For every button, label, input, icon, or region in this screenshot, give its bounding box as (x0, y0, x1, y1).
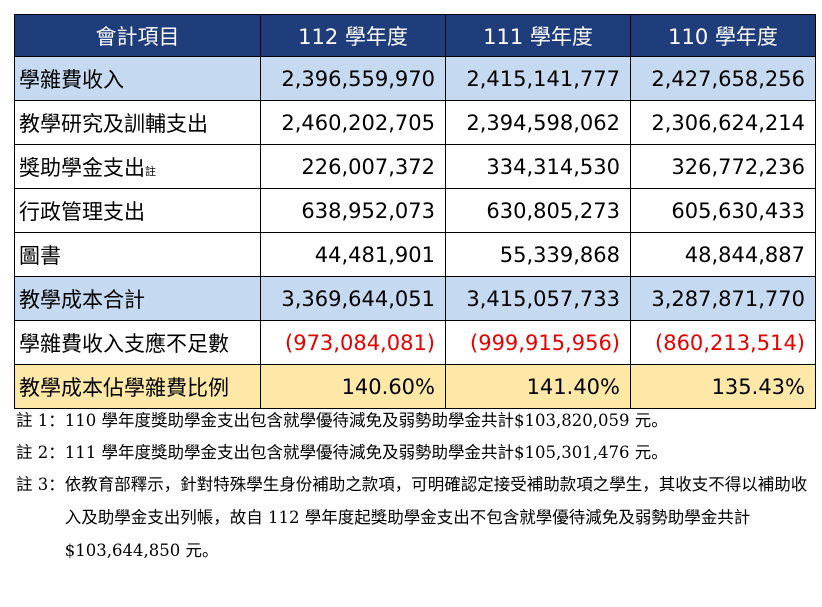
note-tag: 註 1： (16, 411, 65, 430)
row-label: 學雜費收入支應不足數 (14, 320, 261, 365)
note-3: 註 3： 依教育部釋示，針對特殊學生身份補助之款項，可明確認定接受補助款項之學生… (16, 472, 816, 567)
value-111: 141.40% (445, 364, 631, 409)
row-teaching-research: 教學研究及訓輔支出 2,460,202,705 2,394,598,062 2,… (14, 100, 816, 145)
value-110: 2,306,624,214 (630, 100, 816, 145)
value-112: 638,952,073 (260, 188, 446, 233)
header-row: 會計項目 112 學年度 111 學年度 110 學年度 (14, 14, 816, 57)
value-112: (973,084,081) (260, 320, 446, 365)
value-112: 3,369,644,051 (260, 276, 446, 321)
value-111: 630,805,273 (445, 188, 631, 233)
note-text: 110 學年度獎助學金支出包含就學優待減免及弱勢助學金共計$103,820,05… (64, 411, 668, 430)
row-scholarship: 獎助學金支出註 226,007,372 334,314,530 326,772,… (14, 144, 816, 189)
row-tuition-income: 學雜費收入 2,396,559,970 2,415,141,777 2,427,… (14, 56, 816, 101)
value-112: 2,396,559,970 (260, 56, 446, 101)
value-111: 3,415,057,733 (445, 276, 631, 321)
value-112: 44,481,901 (260, 232, 446, 277)
row-label: 行政管理支出 (14, 188, 261, 233)
value-111: 55,339,868 (445, 232, 631, 277)
header-account-item: 會計項目 (14, 14, 261, 57)
row-label-cell: 獎助學金支出註 (14, 144, 261, 189)
note-text: 依教育部釋示，針對特殊學生身份補助之款項，可明確認定接受補助款項之學生，其收支不… (64, 475, 808, 560)
value-110: 326,772,236 (630, 144, 816, 189)
value-110: (860,213,514) (630, 320, 816, 365)
note-marker: 註 (145, 164, 156, 178)
row-label: 教學成本合計 (14, 276, 261, 321)
row-admin: 行政管理支出 638,952,073 630,805,273 605,630,4… (14, 188, 816, 233)
value-110: 3,287,871,770 (630, 276, 816, 321)
value-110: 605,630,433 (630, 188, 816, 233)
value-111: 2,415,141,777 (445, 56, 631, 101)
note-tag: 註 3： (16, 475, 65, 494)
note-tag: 註 2： (16, 443, 65, 462)
row-shortfall: 學雜費收入支應不足數 (973,084,081) (999,915,956) (… (14, 320, 816, 365)
notes-section: 註 1： 110 學年度獎助學金支出包含就學優待減免及弱勢助學金共計$103,8… (16, 408, 816, 573)
value-110: 2,427,658,256 (630, 56, 816, 101)
row-label: 教學研究及訓輔支出 (14, 100, 261, 145)
note-2: 註 2： 111 學年度獎助學金支出包含就學優待減免及弱勢助學金共計$105,3… (16, 440, 816, 466)
value-110: 48,844,887 (630, 232, 816, 277)
value-110: 135.43% (630, 364, 816, 409)
row-label: 獎助學金支出 (19, 155, 145, 180)
header-year-112: 112 學年度 (260, 14, 446, 57)
row-total-cost: 教學成本合計 3,369,644,051 3,415,057,733 3,287… (14, 276, 816, 321)
note-text: 111 學年度獎助學金支出包含就學優待減免及弱勢助學金共計$105,301,47… (64, 443, 668, 462)
header-year-111: 111 學年度 (445, 14, 631, 57)
value-111: (999,915,956) (445, 320, 631, 365)
value-111: 334,314,530 (445, 144, 631, 189)
note-1: 註 1： 110 學年度獎助學金支出包含就學優待減免及弱勢助學金共計$103,8… (16, 408, 816, 434)
value-111: 2,394,598,062 (445, 100, 631, 145)
value-112: 2,460,202,705 (260, 100, 446, 145)
value-112: 226,007,372 (260, 144, 446, 189)
row-label: 學雜費收入 (14, 56, 261, 101)
row-library: 圖書 44,481,901 55,339,868 48,844,887 (14, 232, 816, 277)
value-112: 140.60% (260, 364, 446, 409)
row-label: 圖書 (14, 232, 261, 277)
cost-table: 會計項目 112 學年度 111 學年度 110 學年度 學雜費收入 2,396… (14, 14, 816, 409)
row-label: 教學成本佔學雜費比例 (14, 364, 261, 409)
header-year-110: 110 學年度 (630, 14, 816, 57)
row-cost-ratio: 教學成本佔學雜費比例 140.60% 141.40% 135.43% (14, 364, 816, 409)
